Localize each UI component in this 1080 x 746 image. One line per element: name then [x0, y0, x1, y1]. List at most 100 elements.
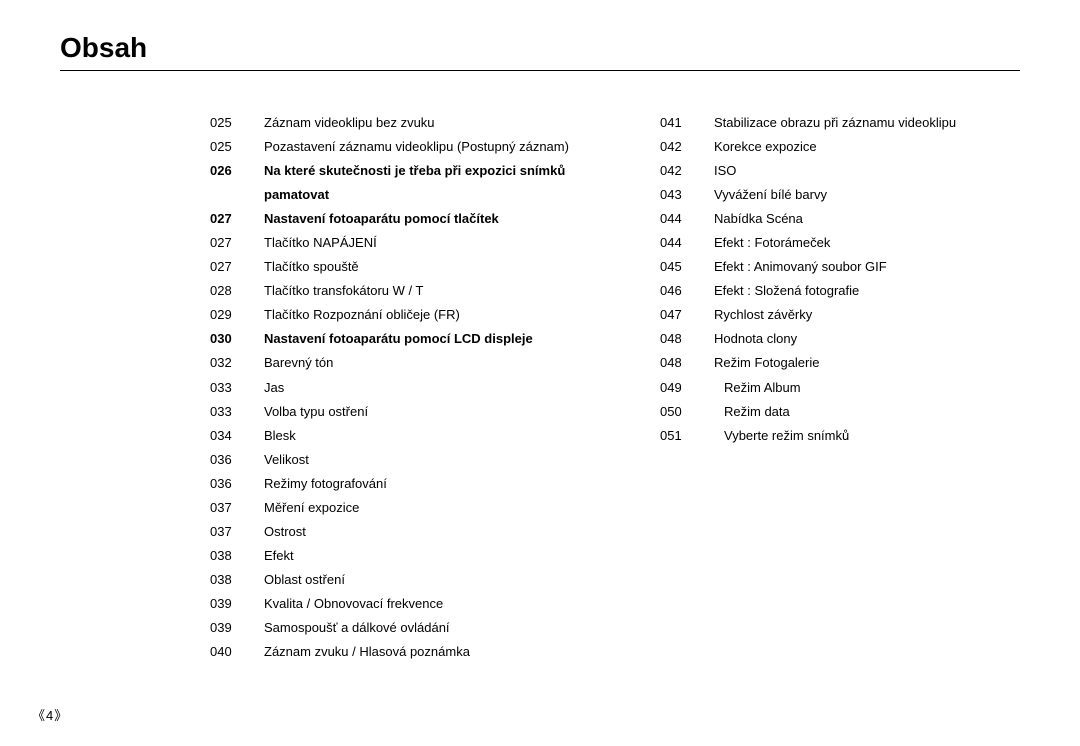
toc-row: 033 Volba typu ostření — [210, 400, 570, 424]
toc-entry-text: Záznam zvuku / Hlasová poznámka — [264, 640, 570, 664]
toc-page-number: 034 — [210, 424, 244, 448]
toc-page-number: 046 — [660, 279, 694, 303]
page: Obsah 025 Záznam videoklipu bez zvuku 025 P… — [0, 0, 1080, 746]
toc-row: 042 ISO — [660, 159, 1020, 183]
toc-entry-text: Záznam videoklipu bez zvuku — [264, 111, 570, 135]
toc-page-number: 051 — [660, 424, 694, 448]
toc-entry-text: Režim data — [714, 400, 1020, 424]
toc-column-left: 025 Záznam videoklipu bez zvuku 025 Pozasta… — [210, 111, 570, 664]
toc-row: 048Hodnota clony — [660, 327, 1020, 351]
toc-row: 027Tlačítko NAPÁJENÍ — [210, 231, 570, 255]
toc-page-number: 030 — [210, 327, 244, 351]
toc-page-number: 047 — [660, 303, 694, 327]
toc-entry-text: Jas — [264, 376, 570, 400]
toc-entry-text: Tlačítko Rozpoznání obličeje (FR) — [264, 303, 570, 327]
toc-page-number: 049 — [660, 376, 694, 400]
toc-entry-text: Vyvážení bílé barvy — [714, 183, 1020, 207]
toc-page-number: 040 — [210, 640, 244, 664]
toc-entry-text: ISO — [714, 159, 1020, 183]
toc-page-number: 037 — [210, 520, 244, 544]
toc-row: 049Režim Album — [660, 376, 1020, 400]
toc-row: 046 Efekt : Složená fotografie — [660, 279, 1020, 303]
toc-page-number: 042 — [660, 159, 694, 183]
toc-page-number: 039 — [210, 592, 244, 616]
toc-entry-text: Rychlost závěrky — [714, 303, 1020, 327]
toc-entry-text: Režim Fotogalerie — [714, 351, 1020, 375]
toc-page-number: 042 — [660, 135, 694, 159]
toc-row: 027Tlačítko spouště — [210, 255, 570, 279]
toc-entry-text: Nastavení fotoaparátu pomocí tlačítek — [264, 207, 570, 231]
toc-columns: 025 Záznam videoklipu bez zvuku 025 Pozasta… — [60, 111, 1020, 664]
toc-row: 033 Jas — [210, 376, 570, 400]
toc-row: 025 Pozastavení záznamu videoklipu (Postu… — [210, 135, 570, 159]
toc-entry-text: Stabilizace obrazu při záznamu videoklip… — [714, 111, 1020, 135]
toc-page-number: 036 — [210, 472, 244, 496]
toc-page-number: 036 — [210, 448, 244, 472]
toc-entry-text: Nabídka Scéna — [714, 207, 1020, 231]
toc-row: 048 Režim Fotogalerie — [660, 351, 1020, 375]
page-title: Obsah — [60, 32, 1020, 71]
toc-row: 027 Nastavení fotoaparátu pomocí tlačítek — [210, 207, 570, 231]
toc-row: 029 Tlačítko Rozpoznání obličeje (FR) — [210, 303, 570, 327]
toc-entry-text: Pozastavení záznamu videoklipu (Postupný… — [264, 135, 570, 159]
toc-page-number: 041 — [660, 111, 694, 135]
toc-page-number: 027 — [210, 255, 244, 279]
toc-entry-text: Oblast ostření — [264, 568, 570, 592]
toc-page-number: 033 — [210, 400, 244, 424]
toc-page-number: 037 — [210, 496, 244, 520]
toc-entry-text: Blesk — [264, 424, 570, 448]
toc-entry-text: Vyberte režim snímků — [714, 424, 1020, 448]
toc-entry-text: Samospoušť a dálkové ovládání — [264, 616, 570, 640]
toc-entry-text: Kvalita / Obnovovací frekvence — [264, 592, 570, 616]
toc-page-number: 033 — [210, 376, 244, 400]
toc-entry-text: Velikost — [264, 448, 570, 472]
toc-entry-text: Barevný tón — [264, 351, 570, 375]
toc-page-number: 044 — [660, 231, 694, 255]
toc-entry-text: Ostrost — [264, 520, 570, 544]
toc-row: 044 Efekt : Fotorámeček — [660, 231, 1020, 255]
toc-entry-text: Korekce expozice — [714, 135, 1020, 159]
toc-page-number: 025 — [210, 111, 244, 135]
toc-column-right: 041 Stabilizace obrazu při záznamu videok… — [660, 111, 1020, 664]
toc-page-number: 032 — [210, 351, 244, 375]
page-number: 《4》 — [32, 705, 68, 724]
toc-entry-text: Tlačítko NAPÁJENÍ — [264, 231, 570, 255]
toc-row: 036 Velikost — [210, 448, 570, 472]
toc-page-number: 025 — [210, 135, 244, 159]
toc-page-number: 048 — [660, 351, 694, 375]
toc-row: 037 Ostrost — [210, 520, 570, 544]
toc-entry-text: Na které skutečnosti je třeba při expozi… — [264, 159, 570, 207]
toc-page-number: 048 — [660, 327, 694, 351]
toc-page-number: 045 — [660, 255, 694, 279]
toc-row: 041 Stabilizace obrazu při záznamu videok… — [660, 111, 1020, 135]
toc-page-number: 044 — [660, 207, 694, 231]
toc-entry-text: Efekt : Složená fotografie — [714, 279, 1020, 303]
toc-page-number: 038 — [210, 568, 244, 592]
toc-entry-text: Měření expozice — [264, 496, 570, 520]
toc-page-number: 026 — [210, 159, 244, 183]
toc-row: 038 Efekt — [210, 544, 570, 568]
toc-page-number: 038 — [210, 544, 244, 568]
toc-row: 050Režim data — [660, 400, 1020, 424]
toc-row: 042 Korekce expozice — [660, 135, 1020, 159]
toc-row: 030 Nastavení fotoaparátu pomocí LCD disp… — [210, 327, 570, 351]
toc-entry-text: Nastavení fotoaparátu pomocí LCD displej… — [264, 327, 570, 351]
toc-row: 025 Záznam videoklipu bez zvuku — [210, 111, 570, 135]
toc-entry-text: Volba typu ostření — [264, 400, 570, 424]
toc-row: 047 Rychlost závěrky — [660, 303, 1020, 327]
toc-row: 045Efekt : Animovaný soubor GIF — [660, 255, 1020, 279]
toc-row: 036Režimy fotografování — [210, 472, 570, 496]
toc-entry-text: Efekt : Fotorámeček — [714, 231, 1020, 255]
toc-page-number: 027 — [210, 207, 244, 231]
toc-row: 032 Barevný tón — [210, 351, 570, 375]
toc-row: 040 Záznam zvuku / Hlasová poznámka — [210, 640, 570, 664]
toc-row: 037 Měření expozice — [210, 496, 570, 520]
toc-page-number: 028 — [210, 279, 244, 303]
toc-row: 043 Vyvážení bílé barvy — [660, 183, 1020, 207]
toc-row: 038 Oblast ostření — [210, 568, 570, 592]
toc-page-number: 043 — [660, 183, 694, 207]
toc-page-number: 029 — [210, 303, 244, 327]
toc-entry-text: Efekt — [264, 544, 570, 568]
toc-row: 044 Nabídka Scéna — [660, 207, 1020, 231]
toc-entry-text: Tlačítko transfokátoru W / T — [264, 279, 570, 303]
